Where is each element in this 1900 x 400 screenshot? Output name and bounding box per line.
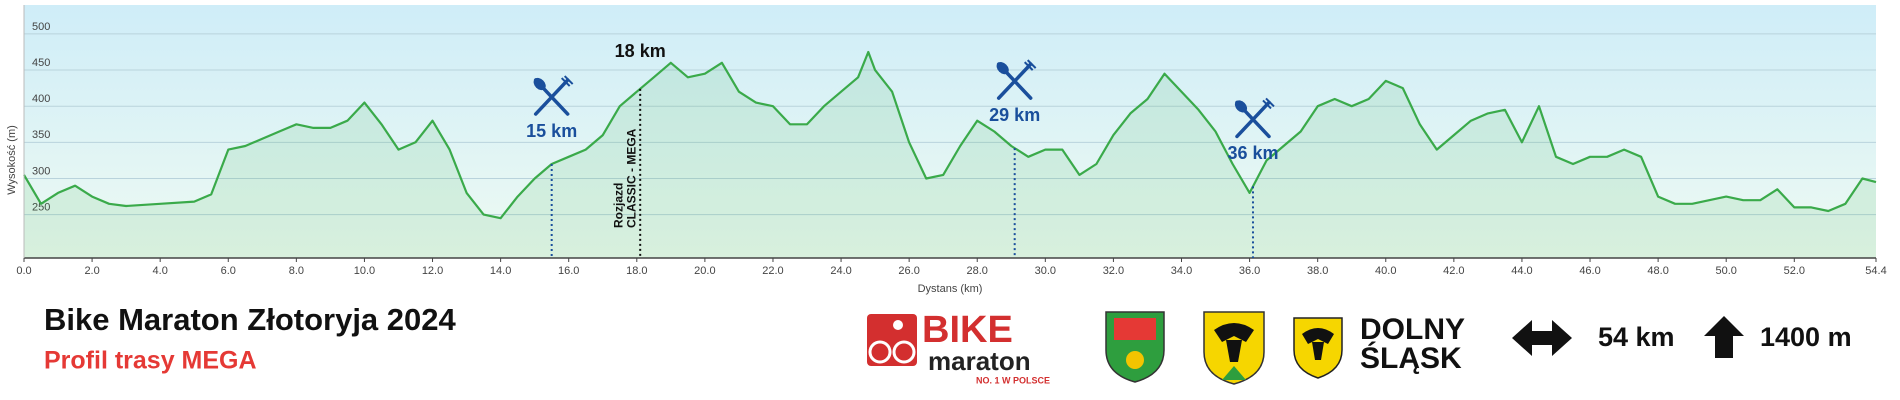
logo-maraton: maraton (928, 346, 1031, 376)
x-tick-label: 54.4 (1865, 265, 1886, 277)
subtitle: Profil trasy MEGA (44, 347, 257, 375)
coat-of-arms (1293, 317, 1343, 379)
x-tick-label: 28.0 (967, 265, 988, 277)
climb-stat: 1400 m (1760, 322, 1852, 352)
food-icon (996, 62, 1009, 75)
x-tick-label: 0.0 (16, 265, 31, 277)
x-tick-label: 26.0 (898, 265, 919, 277)
logo-wheel (892, 340, 916, 364)
food-icon (533, 77, 546, 91)
y-tick-label: 500 (32, 21, 50, 33)
region-logo: DOLNY (1360, 313, 1465, 346)
y-tick-label: 300 (32, 165, 50, 177)
shield-part (1114, 318, 1156, 340)
shield-part (1126, 351, 1144, 369)
x-tick-label: 48.0 (1647, 265, 1668, 277)
y-tick-label: 250 (32, 202, 50, 214)
x-tick-label: 10.0 (354, 265, 375, 277)
x-tick-label: 20.0 (694, 265, 715, 277)
x-tick-label: 30.0 (1035, 265, 1056, 277)
distance-stat: 54 km (1598, 322, 1675, 352)
station-label: 36 km (1227, 143, 1278, 163)
split-label: 18 km (615, 41, 666, 61)
food-icon (560, 75, 574, 87)
x-axis-label: Dystans (km) (918, 283, 983, 295)
x-tick-label: 22.0 (762, 265, 783, 277)
shield-part (1222, 366, 1246, 380)
x-tick-label: 2.0 (84, 265, 99, 277)
y-tick-label: 400 (32, 93, 50, 105)
logo-wheel (868, 340, 892, 364)
food-icon (1262, 97, 1275, 110)
logo-bike: BIKE (922, 309, 1013, 351)
eagle (1302, 328, 1334, 360)
station-label: 29 km (989, 105, 1040, 125)
food-icon (1234, 100, 1248, 113)
x-tick-label: 18.0 (626, 265, 647, 277)
x-tick-label: 24.0 (830, 265, 851, 277)
logo-mark (867, 314, 917, 366)
x-tick-label: 34.0 (1171, 265, 1192, 277)
x-tick-label: 36.0 (1239, 265, 1260, 277)
coat-of-arms (1105, 311, 1165, 383)
x-tick-label: 42.0 (1443, 265, 1464, 277)
x-tick-label: 4.0 (153, 265, 168, 277)
plot-background (24, 5, 1876, 258)
x-tick-label: 46.0 (1579, 265, 1600, 277)
x-tick-label: 8.0 (289, 265, 304, 277)
split-note: CLASSIC - MEGA (624, 128, 638, 228)
x-tick-label: 50.0 (1715, 265, 1736, 277)
x-tick-label: 40.0 (1375, 265, 1396, 277)
climb-icon (1704, 316, 1744, 358)
distance-icon (1512, 320, 1572, 356)
area (24, 52, 1876, 258)
logo-slogan: NO. 1 W POLSCE (976, 375, 1050, 385)
split-note: Rozjazd (611, 183, 625, 228)
x-tick-label: 12.0 (422, 265, 443, 277)
bike-logo: BIKE maraton NO. 1 W POLSCE (867, 309, 1050, 385)
x-tick-label: 52.0 (1784, 265, 1805, 277)
region-logo: ŚLĄSK (1360, 341, 1462, 375)
y-axis-label: Wysokość (m) (6, 125, 18, 195)
plot: 250 300 350 400 450 500 0.0 2.0 4.0 6.0 8.0 10.0 12.… (16, 5, 1887, 277)
logo-head (893, 320, 903, 330)
x-tick-label: 44.0 (1511, 265, 1532, 277)
y-tick-label: 450 (32, 57, 50, 69)
x-tick-label: 38.0 (1307, 265, 1328, 277)
eagle (1214, 323, 1254, 362)
food-icon (1023, 59, 1037, 71)
x-tick-label: 32.0 (1103, 265, 1124, 277)
x-tick-label: 6.0 (221, 265, 236, 277)
elevation-line (23, 50, 1877, 220)
x-tick-label: 16.0 (558, 265, 579, 277)
x-tick-label: 14.0 (490, 265, 511, 277)
station-label: 15 km (526, 121, 577, 141)
y-tick-label: 350 (32, 129, 50, 141)
coat-of-arms (1203, 311, 1265, 385)
title: Bike Maraton Złotoryja 2024 (44, 302, 457, 337)
